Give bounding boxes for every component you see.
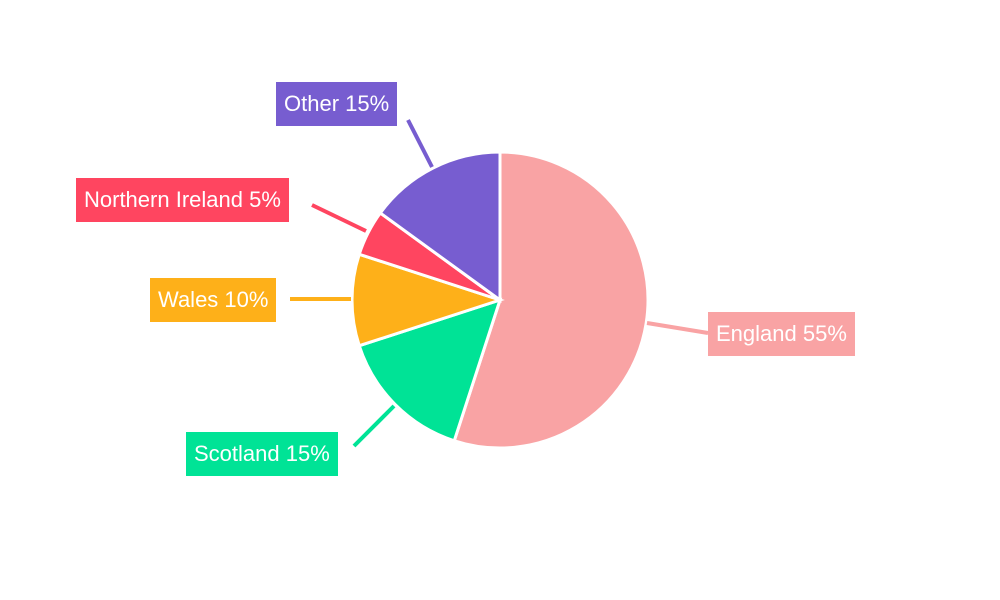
- data-label: Other 15%: [276, 82, 398, 126]
- pie-slice-wales[interactable]: [350, 252, 505, 348]
- data-label: England 55%: [708, 312, 855, 356]
- data-label: Northern Ireland 5%: [76, 178, 289, 222]
- data-label: Wales 10%: [150, 278, 277, 322]
- pie-slice-england[interactable]: [452, 150, 650, 450]
- leader-line: [311, 203, 367, 233]
- leader-line: [646, 321, 709, 335]
- data-label: Scotland 15%: [186, 432, 338, 476]
- leader-line: [406, 119, 434, 168]
- leader-line: [352, 404, 396, 448]
- pie-slice-other[interactable]: [378, 150, 502, 303]
